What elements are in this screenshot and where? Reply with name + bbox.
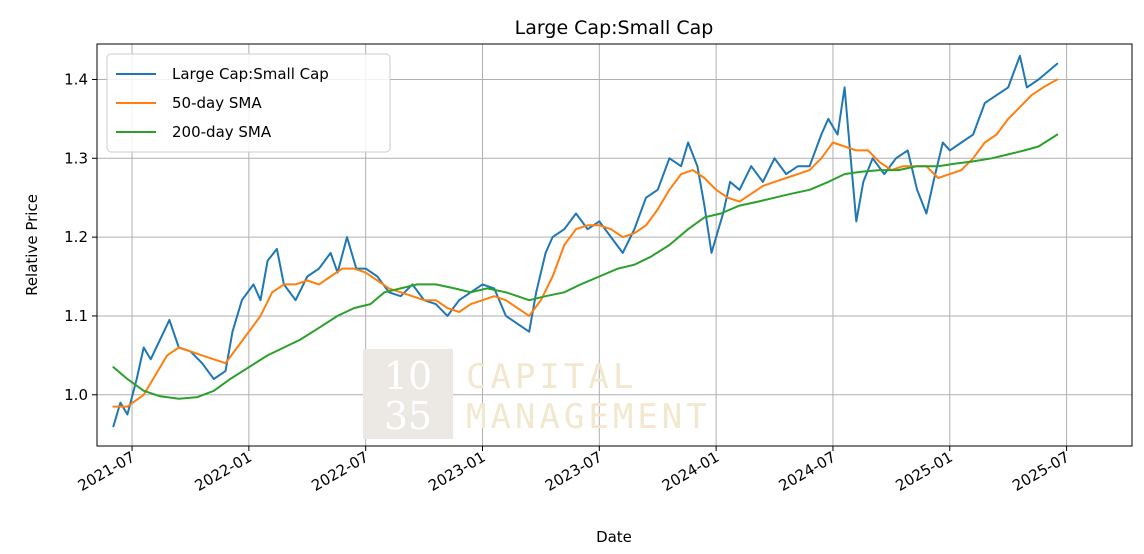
watermark-box	[363, 349, 453, 439]
x-tick-label: 2023-01	[425, 448, 488, 495]
x-axis-label: Date	[596, 528, 632, 546]
watermark-box-line-2: 35	[384, 394, 432, 438]
chart-title: Large Cap:Small Cap	[515, 17, 714, 39]
watermark: 10 35 CAPITAL MANAGEMENT	[363, 349, 711, 439]
x-tick-label: 2024-01	[659, 448, 722, 495]
watermark-line-1: CAPITAL	[466, 357, 637, 397]
x-tick-label: 2025-01	[892, 448, 955, 495]
x-tick-label: 2025-07	[1009, 448, 1072, 495]
plot-frame	[96, 43, 1133, 447]
legend-label-large-cap: Large Cap:Small Cap	[172, 65, 329, 83]
x-tick-label: 2021-07	[75, 448, 138, 495]
legend-label-50-day: 50-day SMA	[172, 94, 262, 112]
y-tick-label: 1.0	[64, 386, 88, 404]
y-tick-label: 1.1	[64, 307, 88, 325]
x-tick-label: 2023-07	[542, 448, 605, 495]
y-axis: 1.0 1.1 1.2 1.3 1.4	[64, 70, 97, 404]
legend-box	[106, 53, 391, 153]
x-tick-label: 2024-07	[776, 448, 839, 495]
series-line-200-day-sma	[112, 133, 1059, 400]
watermark-line-2: MANAGEMENT	[466, 397, 711, 437]
y-axis-label: Relative Price	[23, 194, 41, 296]
x-tick-label: 2022-07	[308, 448, 371, 495]
y-tick-label: 1.2	[64, 228, 88, 246]
legend-label-200-day: 200-day SMA	[172, 123, 272, 141]
y-tick-label: 1.4	[64, 70, 88, 88]
legend: Large Cap:Small Cap 50-day SMA 200-day S…	[106, 53, 391, 153]
x-axis: 2021-07 2022-01 2022-07 2023-01 2023-07 2024-…	[75, 446, 1073, 495]
y-tick-label: 1.3	[64, 149, 88, 167]
x-tick-label: 2022-01	[192, 448, 255, 495]
watermark-box-line-1: 10	[384, 354, 432, 398]
series-layer	[112, 54, 1059, 428]
series-line-50-day-sma	[112, 78, 1059, 408]
